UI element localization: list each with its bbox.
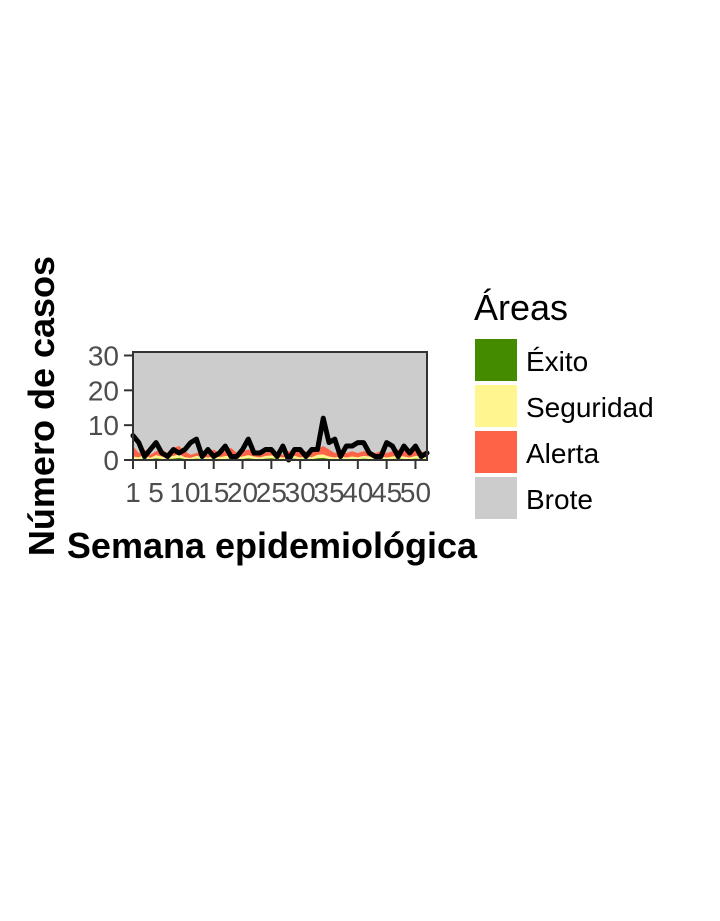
y-axis-title: Número de casos: [21, 256, 62, 556]
y-tick-label: 0: [103, 445, 119, 476]
legend-label: Alerta: [526, 438, 600, 469]
legend-title: Áreas: [474, 287, 568, 328]
x-tick-label: 20: [227, 477, 258, 508]
legend-label: Brote: [526, 484, 593, 515]
legend-swatch: [475, 431, 517, 473]
x-axis-title: Semana epidemiológica: [67, 525, 478, 566]
x-tick-label: 40: [342, 477, 373, 508]
y-axis: 0 10 20 30: [88, 340, 133, 476]
legend-label: Éxito: [526, 346, 588, 377]
plot-border: [132, 351, 428, 461]
x-tick-label: 25: [256, 477, 287, 508]
x-tick-label: 30: [285, 477, 316, 508]
band-alerta: [133, 446, 427, 460]
x-tick-label: 10: [169, 477, 200, 508]
case-series: [130, 415, 430, 463]
y-tick-label: 10: [88, 410, 119, 441]
x-tick-label: 5: [148, 477, 164, 508]
legend-swatch: [475, 385, 517, 427]
plot-panel: [133, 352, 427, 460]
x-tick-label: 15: [198, 477, 229, 508]
legend-label: Seguridad: [526, 392, 654, 423]
series-line-0: [130, 415, 430, 463]
y-tick-label: 30: [88, 340, 119, 371]
band-seguridad: [133, 454, 427, 460]
x-tick-label: 45: [371, 477, 402, 508]
legend: Áreas Éxito Seguridad Alerta Brote: [474, 287, 654, 519]
x-tick-label: 50: [400, 477, 431, 508]
y-tick-label: 20: [88, 375, 119, 406]
x-tick-label: 35: [313, 477, 344, 508]
legend-swatch: [475, 477, 517, 519]
legend-swatch: [475, 339, 517, 381]
x-tick-label: 1: [125, 477, 141, 508]
